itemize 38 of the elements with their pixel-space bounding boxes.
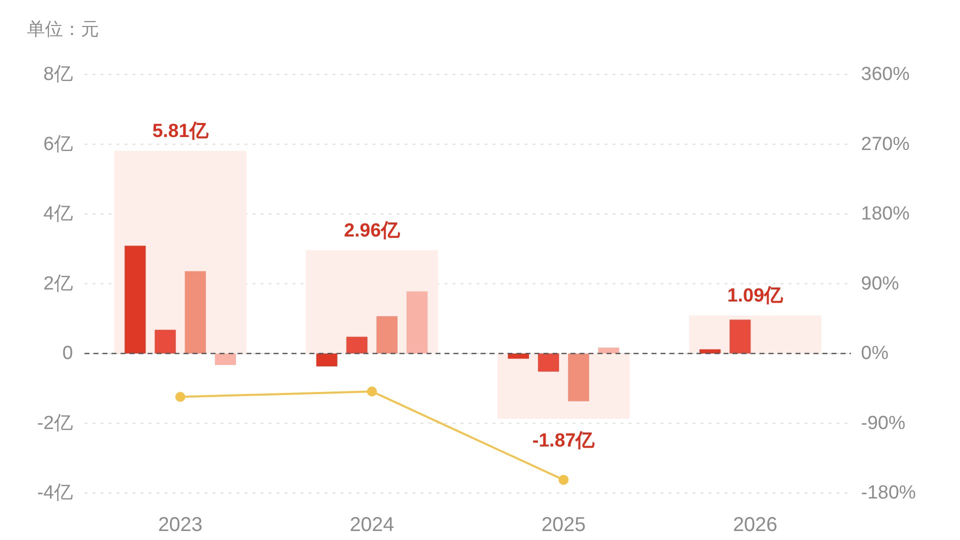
bar xyxy=(346,336,368,354)
data-label: 2.96亿 xyxy=(344,220,401,242)
y-tick-label: 8亿 xyxy=(43,64,73,85)
bar xyxy=(406,291,428,354)
point xyxy=(366,386,377,396)
x-tick-label: 2024 xyxy=(350,514,394,536)
x-tick-label: 2023 xyxy=(158,514,203,536)
y2-tick-label: -90% xyxy=(861,412,906,434)
y-tick-label: 2亿 xyxy=(43,273,73,294)
bar xyxy=(598,348,620,354)
y-tick-label: 0 xyxy=(62,343,73,364)
y2-tick-label: 180% xyxy=(861,204,910,224)
y2-tick-label: 360% xyxy=(861,64,910,85)
bar xyxy=(568,354,590,402)
x-tick-label: 2026 xyxy=(732,514,778,536)
bar xyxy=(376,316,398,354)
y-tick-label: 4亿 xyxy=(43,204,73,224)
bar xyxy=(184,271,206,354)
bar xyxy=(124,246,146,354)
y2-tick-label: 270% xyxy=(861,134,910,155)
point xyxy=(558,474,569,485)
bar xyxy=(538,354,560,372)
y-axis-title: 单位：元 xyxy=(27,19,99,39)
y2-tick-label: 0% xyxy=(861,343,889,364)
point xyxy=(175,392,186,402)
bar xyxy=(730,320,751,354)
y2-tick-label: -180% xyxy=(861,482,916,504)
y2-tick-label: 90% xyxy=(861,273,900,294)
y-tick-label: -4亿 xyxy=(37,482,73,504)
bar xyxy=(316,354,338,366)
y-tick-label: 6亿 xyxy=(43,134,73,155)
y-tick-label: -2亿 xyxy=(37,412,73,434)
data-label: -1.87亿 xyxy=(532,430,596,452)
data-label: 1.09亿 xyxy=(727,285,784,306)
data-label: 5.81亿 xyxy=(152,120,210,142)
bar xyxy=(214,354,236,366)
bar xyxy=(154,330,176,354)
x-tick-label: 2025 xyxy=(541,514,586,536)
